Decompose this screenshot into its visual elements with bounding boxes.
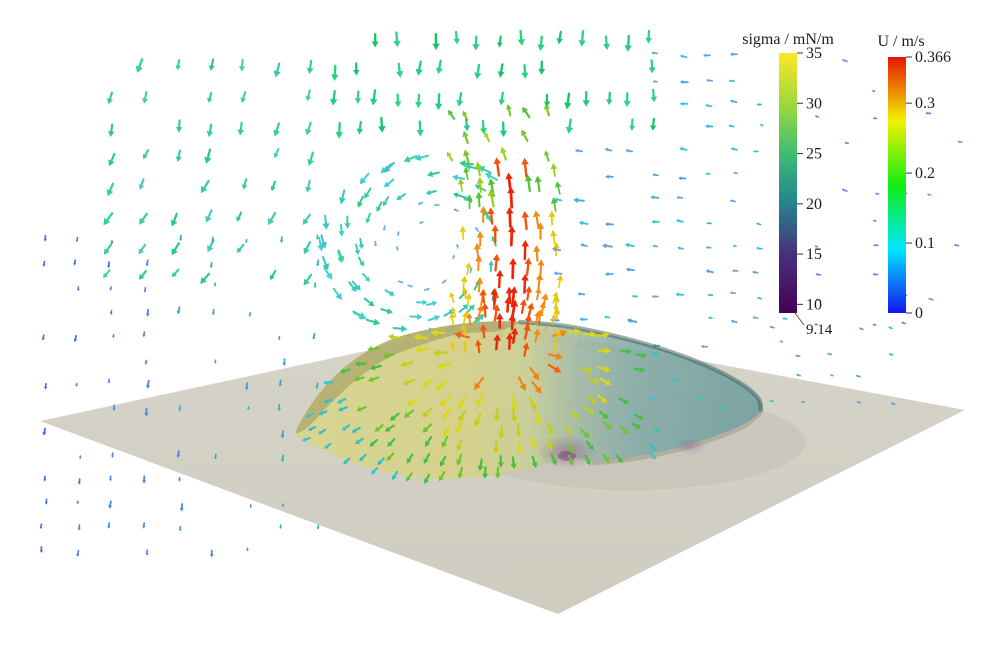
- low-sigma-spot-core: [558, 451, 576, 461]
- colorbar-tick-label: 0.1: [915, 235, 935, 252]
- colorbar-velocity-title: U / m/s: [877, 33, 924, 50]
- colorbar-sigma: 35 30 25 20 15 10 9.14: [779, 45, 833, 338]
- vector-region-top-downdraft: [330, 29, 657, 139]
- low-sigma-spot-2: [674, 437, 706, 455]
- droplet-surface-glyph-layer: [302, 286, 727, 484]
- droplet-footprint: [295, 321, 763, 479]
- colorbar-tick-label: 0.366: [915, 49, 951, 66]
- colorbar-tick-label: 30: [806, 95, 822, 112]
- droplet-shell-band: [295, 321, 519, 434]
- vector-region-recirculation-vortex: [317, 154, 499, 337]
- vector-region-thermal-plume: [458, 157, 565, 343]
- colorbar-gradient-sigma: [779, 53, 797, 313]
- colorbar-min-label: 9.14: [806, 322, 833, 338]
- vector-region-right-inflow: [549, 51, 789, 349]
- colorbar-tick-label: 10: [806, 296, 822, 313]
- colorbar-tick-label: 15: [806, 246, 822, 263]
- colorbar-tick-label: 0.2: [915, 165, 935, 182]
- vector-region-apex-burst: [449, 286, 561, 357]
- vector-region-surface-marangoni-glyphs: [302, 328, 727, 484]
- colorbar-gradient-velocity: [888, 57, 906, 313]
- vector-region-left-settling-columns: [39, 234, 320, 558]
- droplet-far-rim: [517, 319, 764, 413]
- vector-region-substrate-right-dots: [769, 325, 896, 406]
- colorbar-tick-label: 0.3: [915, 95, 935, 112]
- colorbar-sigma-title: sigma / mN/m: [742, 31, 834, 48]
- droplet-interface: [295, 319, 764, 479]
- colorbar-velocity: 0.366 0.3 0.2 0.1 0: [888, 49, 951, 322]
- colorbar-tick-label: 35: [806, 45, 822, 62]
- vector-region-upper-left-downdraft: [103, 58, 315, 286]
- colorbar-tick-label: 20: [806, 196, 822, 213]
- colorbar-min-leader-line: [794, 312, 805, 326]
- vector-region-plume-top-fan: [446, 103, 551, 164]
- colorbar-tick-label: 0: [915, 305, 923, 322]
- low-sigma-spot: [537, 435, 597, 469]
- colorbar-tick-label: 25: [806, 146, 822, 163]
